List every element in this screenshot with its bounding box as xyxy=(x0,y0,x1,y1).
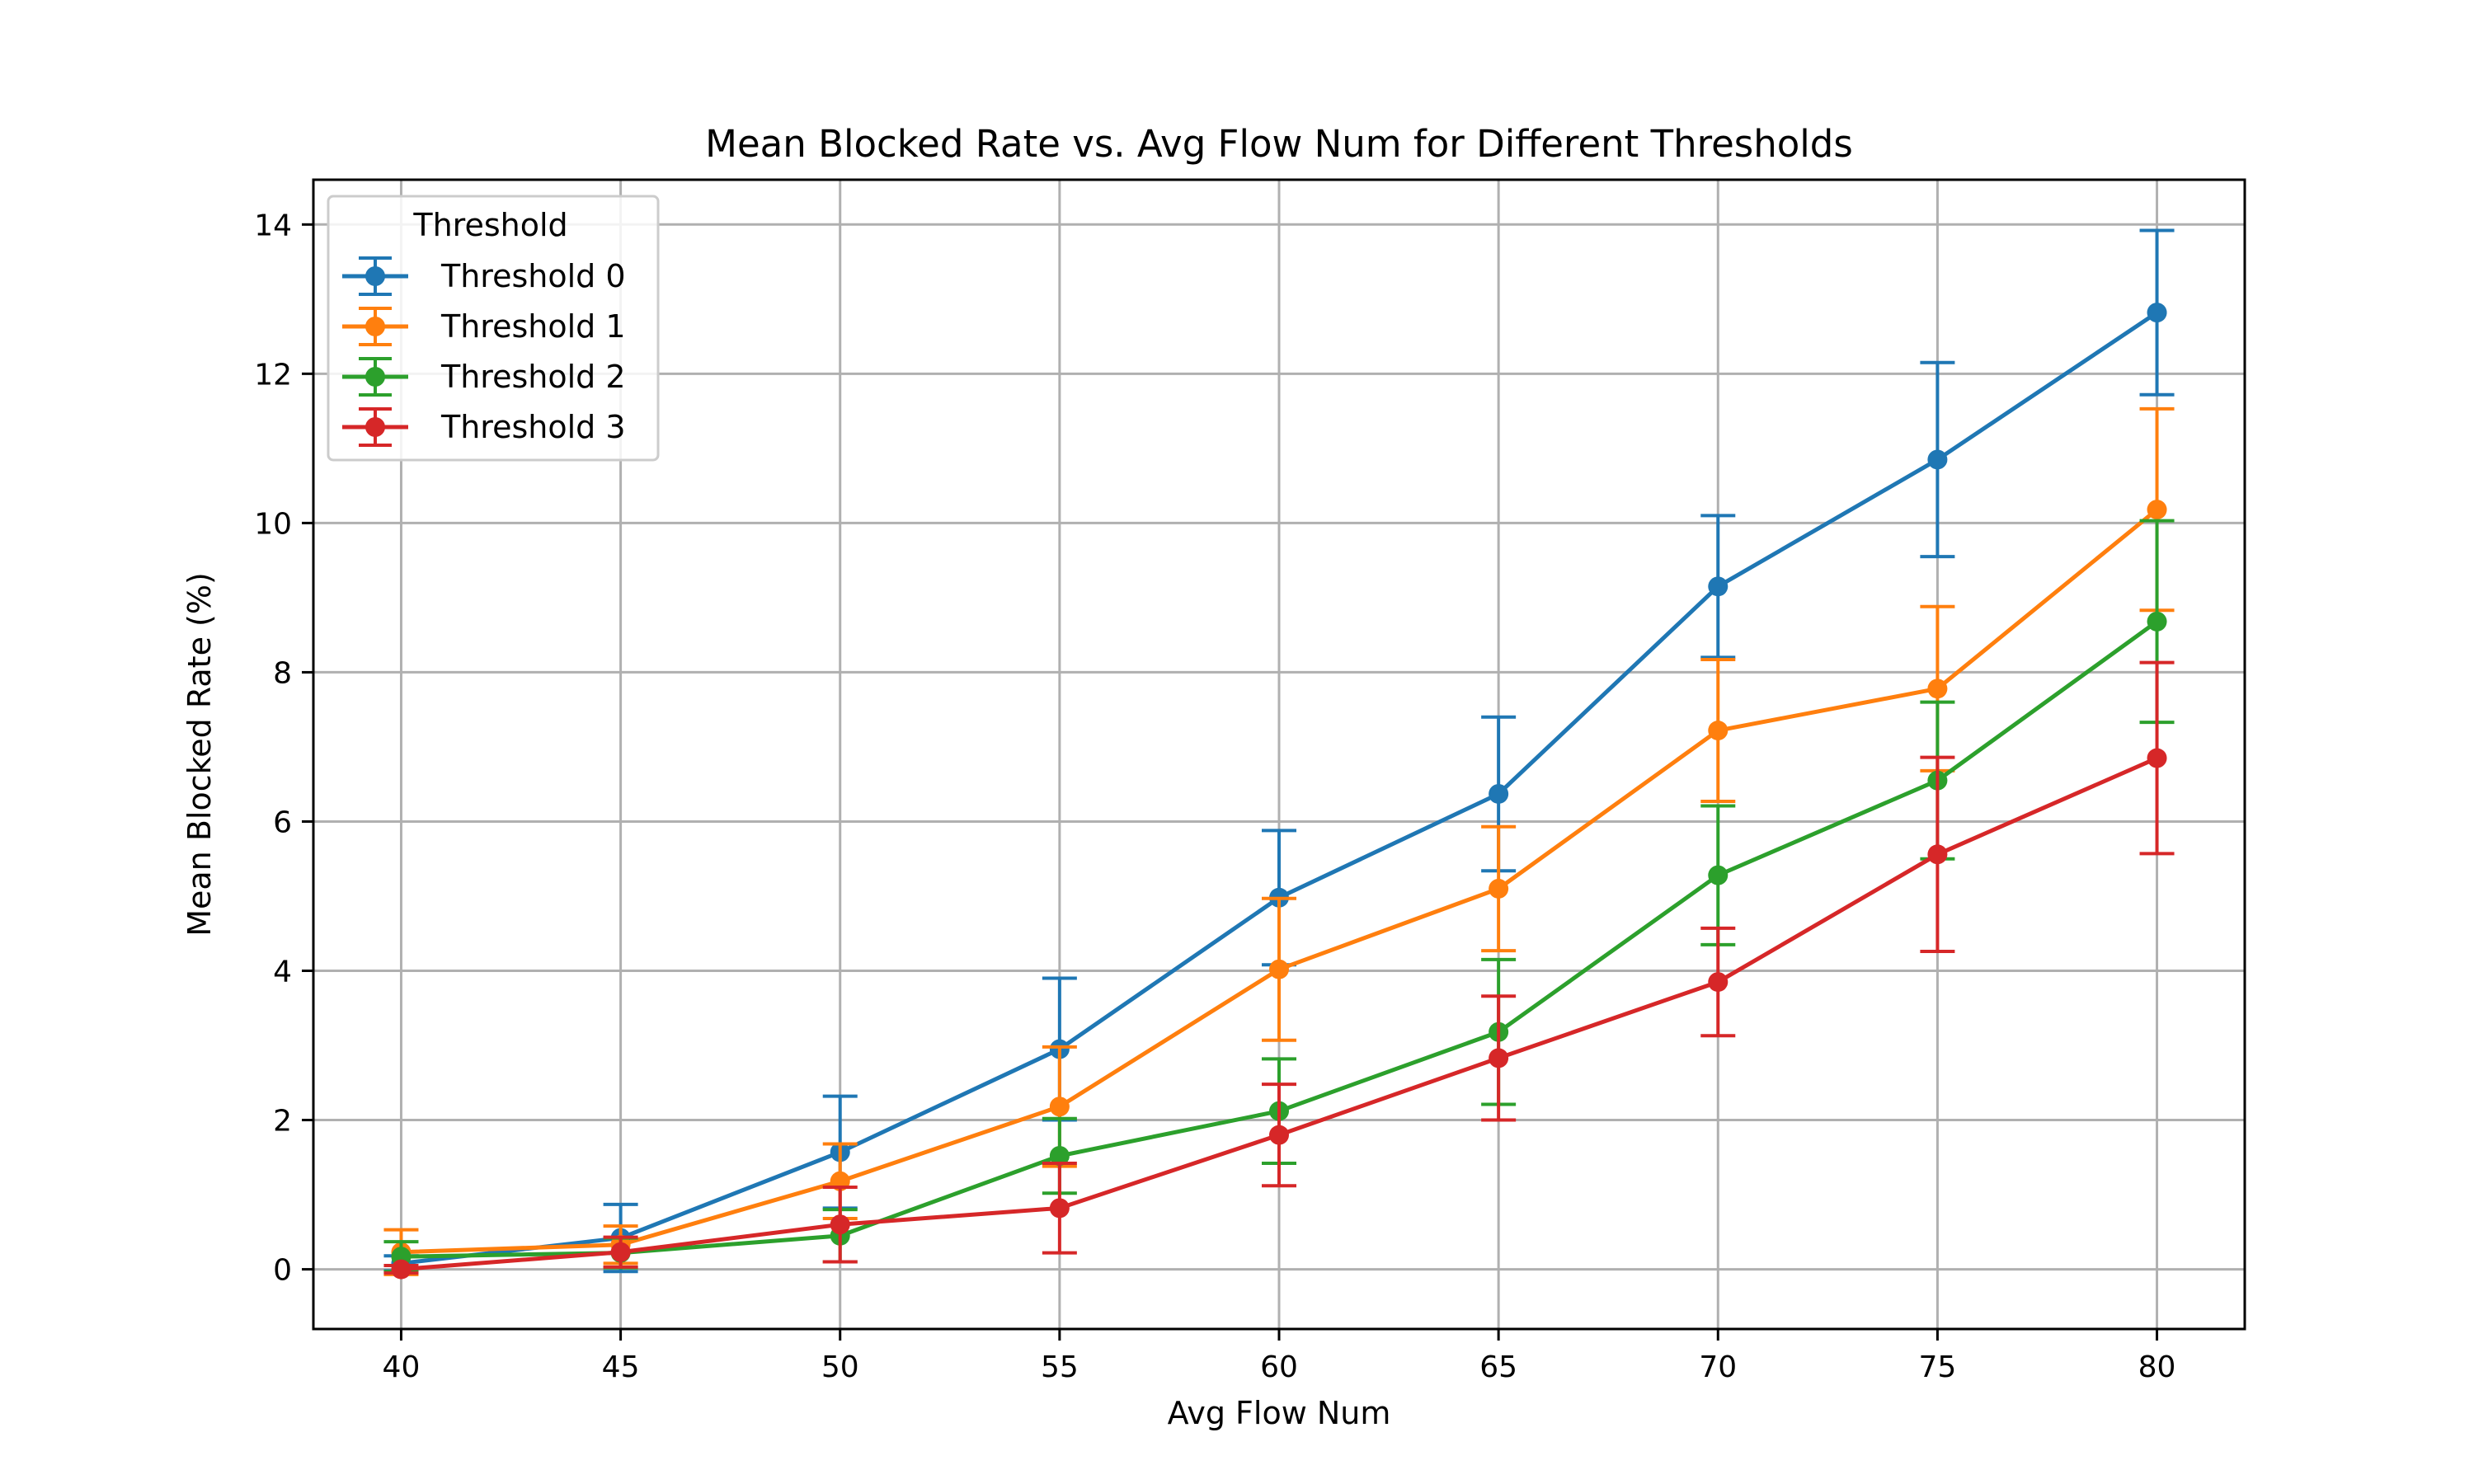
data-point xyxy=(1708,972,1729,993)
x-tick-label: 75 xyxy=(1919,1350,1957,1384)
x-tick-label: 40 xyxy=(383,1350,421,1384)
y-tick-label: 2 xyxy=(273,1105,292,1139)
chart-title: Mean Blocked Rate vs. Avg Flow Num for D… xyxy=(705,122,1853,166)
legend-marker xyxy=(365,317,385,336)
legend: Threshold Threshold 0 Threshold 1 Threshol… xyxy=(327,195,660,462)
data-series xyxy=(383,228,2175,1280)
x-tick-label: 80 xyxy=(2138,1350,2176,1384)
x-tick-label: 50 xyxy=(821,1350,859,1384)
legend-label: Threshold 2 xyxy=(440,359,626,395)
legend-item: Threshold 0 xyxy=(342,256,626,296)
legend-marker xyxy=(365,266,385,286)
x-tick-label: 65 xyxy=(1479,1350,1517,1384)
legend-item: Threshold 1 xyxy=(342,307,626,346)
legend-label: Threshold 3 xyxy=(440,409,626,445)
y-axis-label: Mean Blocked Rate (%) xyxy=(181,572,218,937)
legend-title: Threshold xyxy=(412,207,567,243)
data-point xyxy=(1927,449,1948,470)
x-tick-label: 60 xyxy=(1260,1350,1298,1384)
data-point xyxy=(1049,1097,1070,1117)
series-3 xyxy=(383,660,2175,1280)
data-point xyxy=(1708,865,1729,885)
data-point xyxy=(1708,721,1729,741)
data-point xyxy=(830,1214,850,1235)
y-tick-label: 4 xyxy=(273,956,292,989)
series-1 xyxy=(383,406,2175,1276)
legend-label: Threshold 1 xyxy=(440,308,626,345)
data-point xyxy=(1708,576,1729,597)
data-point xyxy=(1049,1198,1070,1219)
data-point xyxy=(2147,748,2167,768)
legend-marker xyxy=(365,417,385,437)
x-tick-label: 45 xyxy=(602,1350,640,1384)
legend-label: Threshold 0 xyxy=(440,258,626,294)
data-point xyxy=(1049,1145,1070,1166)
data-point xyxy=(1927,679,1948,699)
data-point xyxy=(391,1259,412,1280)
x-tick-label: 70 xyxy=(1699,1350,1737,1384)
data-point xyxy=(2147,303,2167,323)
data-point xyxy=(1269,959,1289,979)
data-point xyxy=(2147,500,2167,520)
data-point xyxy=(1927,844,1948,865)
y-tick-label: 10 xyxy=(254,507,292,541)
data-point xyxy=(1489,1048,1509,1068)
legend-item: Threshold 2 xyxy=(342,357,626,397)
legend-box xyxy=(327,195,660,462)
y-tick-label: 0 xyxy=(273,1254,292,1288)
x-tick-label: 55 xyxy=(1041,1350,1079,1384)
legend-item: Threshold 3 xyxy=(342,407,626,447)
x-axis-label: Avg Flow Num xyxy=(1168,1395,1391,1431)
y-tick-label: 14 xyxy=(254,209,292,242)
y-tick-label: 6 xyxy=(273,805,292,839)
data-point xyxy=(1269,1125,1289,1145)
data-point xyxy=(1489,878,1509,899)
y-tick-label: 8 xyxy=(273,656,292,690)
data-point xyxy=(1489,783,1509,804)
data-point xyxy=(2147,611,2167,632)
legend-marker xyxy=(365,367,385,387)
y-tick-label: 12 xyxy=(254,358,292,392)
data-point xyxy=(610,1242,631,1262)
axis-ticks: 40 45 50 55 60 65 70 75 80 0 2 4 6 8 10 12 14 xyxy=(254,209,2175,1384)
